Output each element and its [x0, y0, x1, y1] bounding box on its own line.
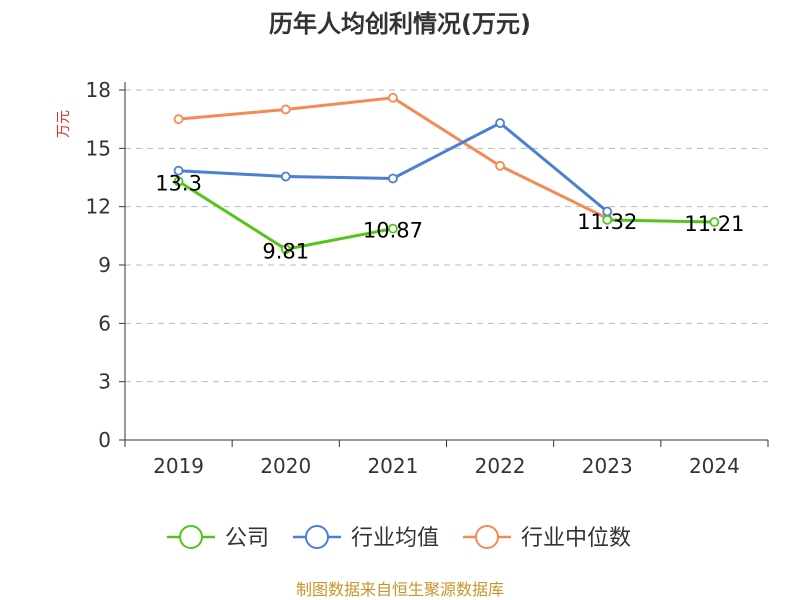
x-tick-label: 2022 — [475, 454, 526, 478]
chart-title: 历年人均创利情况(万元) — [269, 10, 531, 38]
y-tick-label: 15 — [86, 136, 111, 160]
series-line — [607, 218, 715, 224]
data-point[interactable] — [280, 244, 291, 255]
data-point[interactable] — [388, 92, 398, 103]
data-label: 10.87 — [363, 219, 423, 243]
x-tick-label: 2019 — [153, 454, 204, 478]
data-point[interactable] — [388, 223, 398, 234]
legend-label: 公司 — [225, 526, 269, 551]
data-point[interactable] — [388, 173, 398, 184]
legend-label: 行业均值 — [351, 526, 439, 551]
data-point[interactable] — [280, 104, 291, 115]
x-tick-label: 2023 — [582, 454, 633, 478]
y-axis-unit: 万元 — [56, 110, 72, 138]
series-0 — [173, 176, 720, 255]
y-tick-label: 9 — [98, 253, 111, 277]
data-point[interactable] — [280, 171, 291, 182]
y-tick-label: 12 — [86, 195, 111, 219]
data-label: 9.81 — [262, 239, 309, 263]
series-1 — [173, 118, 613, 217]
data-point[interactable] — [495, 118, 505, 128]
data-point[interactable] — [602, 214, 613, 225]
axes: 0 3 6 9 12 15 18 2019 2020 2021 2022 2023 2024 — [86, 78, 769, 478]
legend-swatch-marker — [475, 525, 499, 549]
data-label: 11.21 — [684, 212, 744, 236]
data-label: 11.32 — [577, 210, 637, 234]
legend-item-2[interactable]: 行业中位数 — [463, 525, 631, 551]
data-labels: 13.3 9.81 10.87 11.32 11.21 — [155, 171, 744, 263]
legend-item-1[interactable]: 行业均值 — [293, 525, 439, 551]
y-tick-label: 0 — [98, 428, 111, 452]
legend-label: 行业中位数 — [521, 526, 631, 551]
data-point[interactable] — [495, 160, 505, 171]
y-tick-label: 18 — [86, 78, 111, 102]
series-group — [173, 92, 720, 255]
data-point[interactable] — [709, 217, 720, 227]
grid-lines — [125, 89, 768, 383]
data-point[interactable] — [173, 176, 184, 187]
data-point[interactable] — [173, 165, 184, 176]
y-tick-label: 6 — [98, 311, 111, 335]
series-2 — [173, 92, 613, 224]
source-note: 制图数据来自恒生聚源数据库 — [296, 580, 504, 599]
x-tick-label: 2020 — [260, 454, 311, 478]
legend[interactable]: 公司 行业均值 行业中位数 — [167, 525, 631, 551]
legend-item-0[interactable]: 公司 — [167, 525, 269, 551]
legend-swatch-marker — [305, 525, 329, 549]
y-tick-label: 3 — [98, 370, 111, 394]
data-point[interactable] — [173, 114, 184, 125]
series-line — [178, 121, 609, 213]
data-label: 13.3 — [155, 171, 202, 195]
x-tick-label: 2024 — [689, 454, 740, 478]
legend-swatch-marker — [179, 525, 203, 549]
x-tick-label: 2021 — [367, 454, 418, 478]
